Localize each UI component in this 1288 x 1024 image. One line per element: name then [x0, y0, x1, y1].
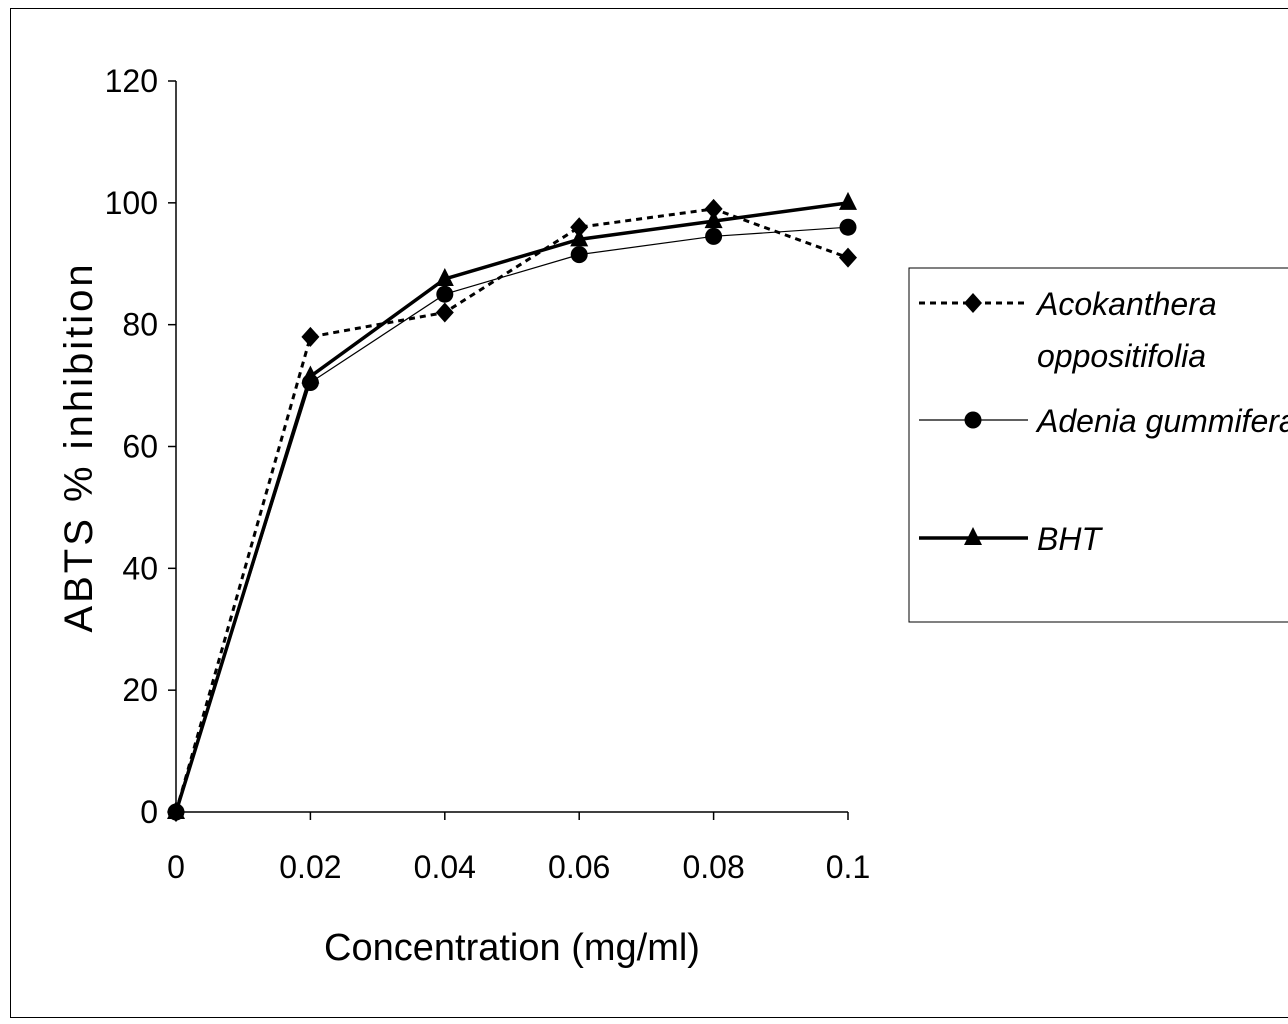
y-tick-label: 0	[140, 794, 158, 830]
data-point	[435, 302, 454, 323]
data-point	[301, 365, 320, 384]
legend-label: BHT	[1037, 521, 1103, 557]
x-tick-label: 0.08	[682, 849, 744, 885]
x-tick-label: 0.04	[414, 849, 476, 885]
data-point	[570, 217, 589, 238]
y-tick-label: 20	[122, 672, 158, 708]
legend-label: oppositifolia	[1037, 338, 1206, 374]
y-axis-label: ABTS % inhibition	[57, 261, 101, 632]
legend-marker-1	[964, 411, 982, 429]
data-point	[570, 228, 589, 247]
data-point	[705, 227, 723, 245]
x-axis-label: Concentration (mg/ml)	[324, 927, 700, 969]
y-tick-label: 100	[105, 185, 158, 221]
legend: Acokanthera oppositifolia Adenia gummifera…	[908, 267, 1288, 623]
data-point	[167, 801, 185, 819]
markers	[167, 191, 857, 822]
data-point	[839, 247, 857, 268]
x-tick-label: 0.02	[279, 849, 341, 885]
data-point	[436, 285, 454, 303]
legend-marker-0	[964, 293, 982, 313]
x-tick-label: 0.1	[826, 849, 870, 885]
data-point	[301, 326, 320, 347]
series-line-2	[174, 201, 849, 813]
data-point	[435, 267, 454, 286]
y-tick-label: 60	[122, 429, 158, 465]
legend-box	[908, 267, 1288, 623]
y-tick-label: 40	[122, 550, 158, 586]
y-tick-label: 120	[105, 63, 158, 99]
y-tick-label: 80	[122, 307, 158, 343]
legend-marker-2	[964, 527, 982, 545]
axes	[175, 81, 848, 813]
legend-label: Acokanthera	[1035, 286, 1217, 322]
x-tick-label: 0.06	[548, 849, 610, 885]
x-tick-label: 0	[167, 849, 185, 885]
series-lines	[174, 201, 849, 813]
legend-label: Adenia gummifera	[1035, 403, 1288, 439]
ticks: 0 20 40 60 80 100 120 0 0.02 0.04 0.06 0.08 0.1	[105, 63, 871, 885]
series-line-0	[174, 207, 849, 813]
data-point	[839, 218, 857, 236]
data-point	[839, 191, 857, 210]
data-point	[704, 210, 723, 229]
data-point	[704, 198, 723, 219]
data-point	[570, 246, 588, 264]
series-line-1	[175, 226, 849, 813]
